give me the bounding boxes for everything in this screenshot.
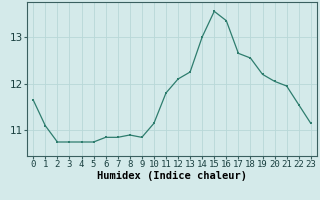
X-axis label: Humidex (Indice chaleur): Humidex (Indice chaleur): [97, 171, 247, 181]
